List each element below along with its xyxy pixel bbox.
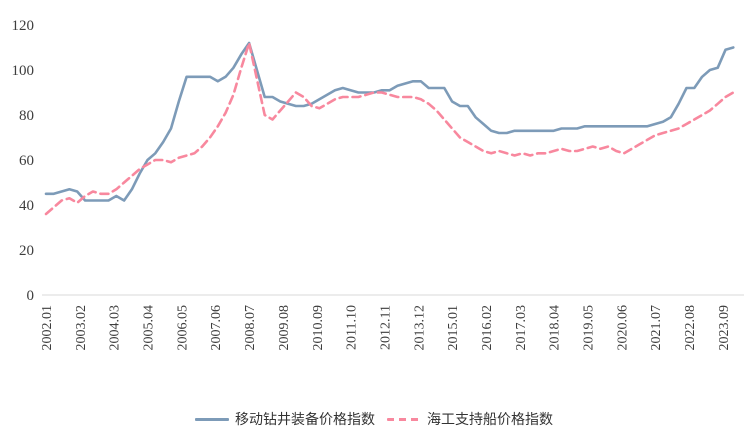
svg-text:2023.09: 2023.09 [717,305,732,351]
svg-text:2012.11: 2012.11 [378,305,393,350]
svg-text:2016.02: 2016.02 [480,305,495,351]
legend-label-offshore-support-vessel-index: 海工支持船价格指数 [427,411,553,427]
svg-text:2011.10: 2011.10 [345,305,360,350]
svg-text:2010.09: 2010.09 [311,305,326,351]
svg-text:40: 40 [19,198,34,214]
svg-text:2018.04: 2018.04 [548,305,563,351]
legend-item-mobile-drilling-index: 移动钻井装备价格指数 [195,409,375,429]
svg-text:2005.04: 2005.04 [142,305,157,351]
svg-text:2022.08: 2022.08 [683,305,698,351]
svg-text:20: 20 [19,243,34,259]
svg-text:2013.12: 2013.12 [412,305,427,351]
svg-text:0: 0 [27,288,35,304]
svg-text:2002.01: 2002.01 [40,305,55,351]
svg-text:100: 100 [12,63,35,79]
legend-solid-line-swatch [195,417,229,421]
svg-text:2015.01: 2015.01 [446,305,461,351]
svg-text:60: 60 [19,153,34,169]
line-chart: 0 20 40 60 80 100 120 2002.01 2003.02 2004.03 2005… [12,18,744,351]
legend-dashed-line-swatch [387,417,421,421]
svg-text:2003.02: 2003.02 [74,305,89,351]
svg-text:2017.03: 2017.03 [514,305,529,351]
svg-text:2006.05: 2006.05 [175,305,190,351]
svg-text:2008.07: 2008.07 [243,305,258,351]
svg-text:120: 120 [12,18,35,34]
svg-text:2019.05: 2019.05 [582,305,597,351]
svg-text:2004.03: 2004.03 [108,305,123,351]
svg-text:80: 80 [19,108,34,124]
svg-text:2021.07: 2021.07 [649,305,664,351]
legend-item-offshore-support-vessel-index: 海工支持船价格指数 [387,409,553,429]
svg-text:2007.06: 2007.06 [209,305,224,351]
svg-text:2009.08: 2009.08 [277,305,292,351]
chart-legend: 移动钻井装备价格指数 海工支持船价格指数 [0,409,748,429]
legend-label-mobile-drilling-index: 移动钻井装备价格指数 [235,411,375,427]
svg-text:2020.06: 2020.06 [615,305,630,351]
